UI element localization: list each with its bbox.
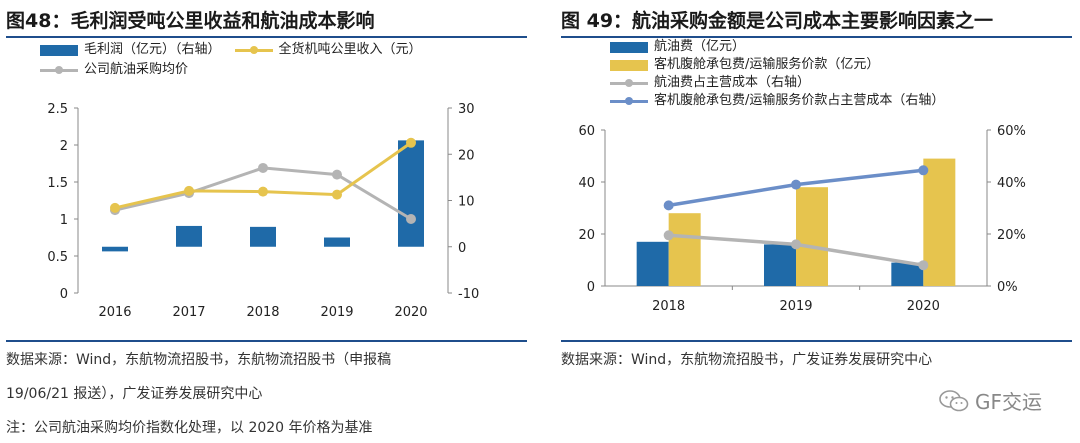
fuel-price-point [332, 169, 342, 180]
figure-48-source-rule [6, 340, 527, 342]
x-axis-tick-label: 2019 [320, 305, 353, 320]
fuel-cost-bar [636, 241, 669, 286]
legend-label-fuel-cost: 航油费（亿元） [654, 39, 746, 54]
right-axis-tick-label: 10 [458, 195, 475, 210]
x-axis-tick-label: 2020 [394, 305, 427, 320]
left-axis-tick-label: 40 [578, 176, 595, 191]
x-axis-tick-label: 2019 [779, 299, 812, 314]
left-axis-tick-label: 0 [587, 280, 595, 295]
right-axis-tick-label: 20 [458, 148, 475, 163]
fuel-price-point [258, 162, 268, 173]
figure-48-title-rule [6, 36, 527, 38]
fuel-price-point [406, 214, 416, 224]
gross-profit-bar [250, 226, 276, 247]
figure-48-panel: 图48：毛利润受吨公里收益和航油成本影响 毛利润（亿元）（右轴） 全货机吨公里收… [0, 0, 535, 443]
right-axis-tick-label: 0 [458, 241, 466, 256]
legend-item-belly-cost: 客机腹舱承包费/运输服务价款（亿元） [610, 56, 944, 74]
revenue-per-tkm-point [110, 202, 120, 213]
figure-48-source-line-2: 19/06/21 报送），广发证券发展研究中心 [6, 386, 263, 402]
right-axis-tick-label: 60% [997, 124, 1026, 139]
legend-item-belly-share: 客机腹舱承包费/运输服务价款占主营成本（右轴） [610, 92, 944, 110]
left-axis-tick-label: 60 [578, 124, 595, 139]
figure-48-title: 图48：毛利润受吨公里收益和航油成本影响 [6, 10, 375, 32]
legend-swatch-fuel-price [40, 64, 78, 76]
legend-swatch-gross-profit [40, 44, 78, 56]
legend-label-belly-share: 客机腹舱承包费/运输服务价款占主营成本（右轴） [654, 93, 945, 108]
revenue-per-tkm-point [332, 189, 342, 200]
belly-cost-bar [796, 187, 828, 286]
right-axis-tick-label: 40% [997, 176, 1026, 191]
figure-49-title: 图 49：航油采购金额是公司成本主要影响因素之一 [561, 10, 994, 32]
watermark: GF交运 [939, 386, 1042, 415]
right-axis-tick-label: 20% [997, 228, 1026, 243]
fuel-cost-bar [764, 244, 796, 286]
right-axis-tick-label: -10 [458, 287, 479, 302]
wechat-icon [939, 389, 969, 411]
fuel-share-point [663, 230, 674, 241]
figure-49-source-line-1: 数据来源：Wind，东航物流招股书，广发证券发展研究中心 [561, 352, 933, 368]
figure-49-source-rule [561, 340, 1072, 342]
revenue-per-tkm-point [406, 137, 416, 148]
revenue-per-tkm-point [258, 186, 268, 197]
x-axis-tick-label: 2016 [98, 305, 131, 320]
left-axis-tick-label: 20 [578, 228, 595, 243]
legend-swatch-fuel-share [610, 77, 648, 89]
legend-item-fuel-cost: 航油费（亿元） [610, 38, 944, 56]
legend-label-fuel-price: 公司航油采购均价 [84, 62, 189, 77]
revenue-per-tkm-line [114, 141, 412, 210]
legend-label-gross-profit: 毛利润（亿元）（右轴） [84, 42, 221, 57]
left-axis-tick-label: 1 [60, 213, 68, 228]
figure-49-title-rule [561, 36, 1072, 38]
right-axis-tick-label: 0% [997, 280, 1018, 295]
fuel-share-point [791, 239, 801, 250]
figure-48-source-line-1: 数据来源：Wind，东航物流招股书，东航物流招股书（申报稿 [6, 352, 392, 368]
figure-49-chart: 0 20 40 60 0% 20% 40% 60% 2018 2019 2020 [578, 124, 1026, 314]
x-axis-tick-label: 2020 [907, 299, 940, 314]
left-axis-tick-label: 2 [60, 139, 68, 154]
left-axis-tick-label: 0 [60, 287, 68, 302]
belly-cost-bar [668, 213, 701, 286]
fuel-cost-bar [891, 262, 924, 286]
legend-swatch-belly-share [610, 95, 648, 107]
gross-profit-bar [398, 140, 424, 247]
x-axis-tick-label: 2018 [246, 305, 279, 320]
figure-48-note: 注：公司航油采购均价指数化处理，以 2020 年价格为基准 [6, 420, 373, 436]
gross-profit-bar [324, 237, 350, 247]
legend-swatch-belly-cost [610, 59, 648, 71]
left-axis-tick-label: 2.5 [47, 102, 68, 117]
belly-share-point [918, 165, 929, 176]
legend-swatch-revenue-per-tkm [234, 44, 273, 56]
legend-item-fuel-share: 航油费占主营成本（右轴） [610, 74, 944, 92]
left-axis-tick-label: 1.5 [47, 176, 68, 191]
legend-swatch-fuel-cost [610, 41, 648, 53]
fuel-share-point [918, 260, 929, 271]
belly-share-point [663, 200, 674, 211]
legend-item-gross-profit: 毛利润（亿元）（右轴） 全货机吨公里收入（元） [40, 40, 422, 60]
x-axis-tick-label: 2017 [172, 305, 205, 320]
figure-49-legend: 航油费（亿元） 客机腹舱承包费/运输服务价款（亿元） 航油费占主营成本（右轴） … [610, 38, 944, 110]
figure-49-panel: 图 49：航油采购金额是公司成本主要影响因素之一 航油费（亿元） 客机腹舱承包费… [555, 0, 1080, 443]
gross-profit-bar [176, 225, 202, 247]
revenue-per-tkm-point [184, 185, 194, 196]
legend-label-revenue-per-tkm: 全货机吨公里收入（元） [278, 42, 422, 57]
belly-cost-bar [923, 158, 956, 286]
right-axis-tick-label: 30 [458, 102, 475, 117]
figure-48-legend: 毛利润（亿元）（右轴） 全货机吨公里收入（元） 公司航油采购均价 [40, 40, 422, 80]
left-axis-tick-label: 0.5 [47, 250, 68, 265]
legend-item-fuel-price: 公司航油采购均价 [40, 60, 422, 80]
figure-48-chart: 0 0.5 1 1.5 2 2.5 -10 0 10 20 30 2016 2017 2018 2019 20… [47, 102, 479, 320]
legend-label-belly-cost: 客机腹舱承包费/运输服务价款（亿元） [654, 57, 880, 72]
watermark-text: GF交运 [974, 390, 1042, 414]
legend-label-fuel-share: 航油费占主营成本（右轴） [654, 75, 811, 90]
x-axis-tick-label: 2018 [652, 299, 685, 314]
gross-profit-bar [102, 246, 128, 252]
belly-share-point [791, 179, 801, 190]
